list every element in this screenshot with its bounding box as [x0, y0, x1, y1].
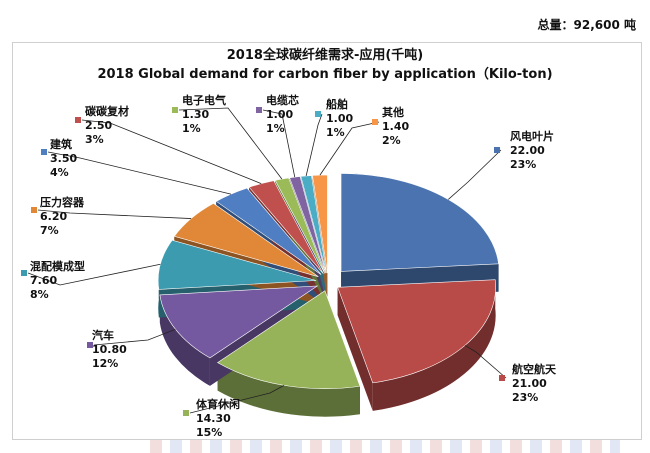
slice-name-label-8: 碳碳复材 — [85, 104, 129, 118]
slice-pct-label-9: 1% — [182, 122, 201, 135]
slice-value-label-5: 7.60 — [30, 274, 57, 287]
slice-value-label-8: 2.50 — [85, 119, 112, 132]
legend-marker-11 — [315, 111, 321, 117]
pie-slice-2-rim — [372, 279, 496, 411]
leader-line-2 — [464, 345, 507, 379]
legend-marker-8 — [75, 117, 81, 123]
slice-name-label-12: 其他 — [382, 105, 404, 119]
slice-value-label-1: 22.00 — [510, 144, 545, 157]
chart-title: 2018全球碳纤维需求-应用(千吨) — [226, 48, 424, 63]
leader-line-6 — [37, 209, 192, 219]
slice-pct-label-2: 23% — [512, 391, 538, 404]
pie-slice-11 — [300, 175, 327, 274]
leader-line-7 — [47, 151, 232, 195]
legend-marker-5 — [21, 270, 27, 276]
slice-name-label-6: 压力容器 — [40, 195, 85, 209]
leader-line-1 — [448, 149, 502, 200]
pie-slice-4 — [159, 285, 319, 359]
leader-line-10 — [262, 109, 296, 178]
slice-name-label-5: 混配模成型 — [30, 259, 85, 273]
slice-pct-label-5: 8% — [30, 288, 49, 301]
slice-pct-label-11: 1% — [326, 126, 345, 139]
pie-slice-2-side-b — [337, 287, 373, 411]
slice-name-label-3: 体育休闲 — [196, 397, 240, 411]
legend-marker-7 — [41, 149, 47, 155]
slice-value-label-3: 14.30 — [196, 412, 231, 425]
pie-slice-6 — [173, 203, 319, 277]
legend-marker-10 — [256, 107, 262, 113]
legend-marker-1 — [494, 147, 500, 153]
pie-slice-4-rim — [159, 294, 210, 386]
pie-slice-7 — [215, 187, 322, 275]
decorative-banner — [150, 440, 620, 453]
slice-pct-label-8: 3% — [85, 133, 104, 146]
leader-line-3 — [189, 385, 285, 414]
legend-marker-4 — [87, 342, 93, 348]
leader-line-4 — [93, 328, 176, 346]
leader-line-8 — [81, 119, 262, 184]
slice-value-label-4: 10.80 — [92, 343, 127, 356]
pie-slice-3 — [217, 290, 361, 389]
slice-name-label-9: 电子电气 — [182, 93, 226, 107]
slice-name-label-2: 航空航天 — [512, 362, 557, 376]
leader-line-9 — [178, 107, 283, 180]
chart-subtitle: 2018 Global demand for carbon fiber by a… — [97, 67, 553, 82]
slice-name-label-1: 风电叶片 — [510, 129, 554, 143]
slice-value-label-6: 6.20 — [40, 210, 67, 223]
slice-value-label-9: 1.30 — [182, 108, 209, 121]
pie-slice-1 — [340, 173, 499, 272]
slice-pct-label-6: 7% — [40, 224, 59, 237]
slice-value-label-12: 1.40 — [382, 120, 409, 133]
slice-name-label-10: 电缆芯 — [266, 93, 299, 107]
legend-marker-6 — [31, 207, 37, 213]
slice-pct-label-4: 12% — [92, 357, 118, 370]
legend-marker-9 — [172, 107, 178, 113]
slice-value-label-11: 1.00 — [326, 112, 353, 125]
slice-name-label-11: 船舶 — [326, 97, 348, 111]
slice-value-label-10: 1.00 — [266, 108, 293, 121]
slice-name-label-4: 汽车 — [92, 328, 114, 342]
slice-name-label-7: 建筑 — [50, 137, 72, 151]
slice-value-label-2: 21.00 — [512, 377, 547, 390]
slice-pct-label-3: 15% — [196, 426, 222, 439]
leader-line-12 — [319, 121, 380, 176]
pie-slice-5 — [157, 239, 317, 290]
total-demand-label: 总量：92,600 吨 — [537, 18, 637, 32]
pie-slice-3-rim — [217, 362, 360, 417]
slice-pct-label-12: 2% — [382, 134, 401, 147]
slice-pct-label-10: 1% — [266, 122, 285, 135]
legend-marker-2 — [499, 375, 505, 381]
leader-line-11 — [305, 113, 323, 176]
leader-line-5 — [27, 263, 161, 286]
legend-marker-3 — [183, 410, 189, 416]
slice-pct-label-7: 4% — [50, 166, 69, 179]
legend-marker-12 — [372, 119, 378, 125]
slice-pct-label-1: 23% — [510, 158, 536, 171]
slice-value-label-7: 3.50 — [50, 152, 77, 165]
pie-slice-9 — [274, 177, 326, 274]
